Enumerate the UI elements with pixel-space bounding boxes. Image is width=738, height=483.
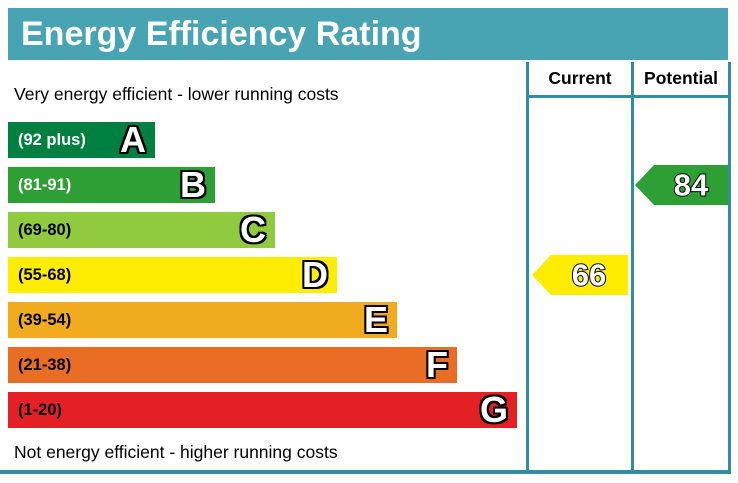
band-row: (39-54) E: [8, 302, 397, 338]
potential-arrow-shape: [635, 165, 728, 205]
band-range: (55-68): [18, 266, 72, 284]
band-row: (69-80) C: [8, 212, 275, 248]
band-letter: D: [302, 254, 328, 295]
band-range: (1-20): [18, 401, 63, 419]
band-letter: A: [120, 119, 146, 160]
band-range: (81-91): [18, 176, 72, 194]
band-row: (92 plus) A: [8, 122, 155, 158]
potential-column-header: Potential: [644, 68, 718, 88]
right-border: [728, 62, 731, 474]
rating-bands: (92 plus) A (81-91) B (69-80) C (55-68) …: [8, 122, 523, 442]
band-letter: E: [363, 299, 388, 340]
current-rating-value: 66: [572, 258, 606, 293]
current-arrow-shape: [532, 255, 628, 295]
band-letter: G: [479, 389, 508, 430]
column-separator-border: [631, 62, 634, 474]
band-row: (81-91) B: [8, 167, 215, 203]
band-letter: F: [426, 344, 448, 385]
chart-bottom-border: [0, 470, 731, 474]
band-range: (39-54): [18, 311, 72, 329]
band-row: (1-20) G: [8, 392, 517, 428]
column-header-underline: [526, 95, 731, 98]
band-range: (21-38): [18, 356, 72, 374]
chart-title-bar: Energy Efficiency Rating: [8, 8, 728, 60]
potential-rating-arrow: 84: [635, 165, 728, 205]
chart-title: Energy Efficiency Rating: [21, 15, 422, 53]
bottom-caption: Not energy efficient - higher running co…: [14, 442, 338, 462]
band-range: (92 plus): [18, 131, 86, 149]
band-row: (21-38) F: [8, 347, 457, 383]
current-column-left-border: [526, 62, 529, 474]
current-rating-arrow: 66: [532, 255, 628, 295]
band-range: (69-80): [18, 221, 72, 239]
top-caption: Very energy efficient - lower running co…: [14, 84, 339, 104]
band-letter: B: [180, 164, 206, 205]
potential-rating-value: 84: [674, 168, 709, 203]
band-row: (55-68) D: [8, 257, 337, 293]
current-column-header: Current: [548, 68, 612, 88]
band-letter: C: [240, 209, 266, 250]
